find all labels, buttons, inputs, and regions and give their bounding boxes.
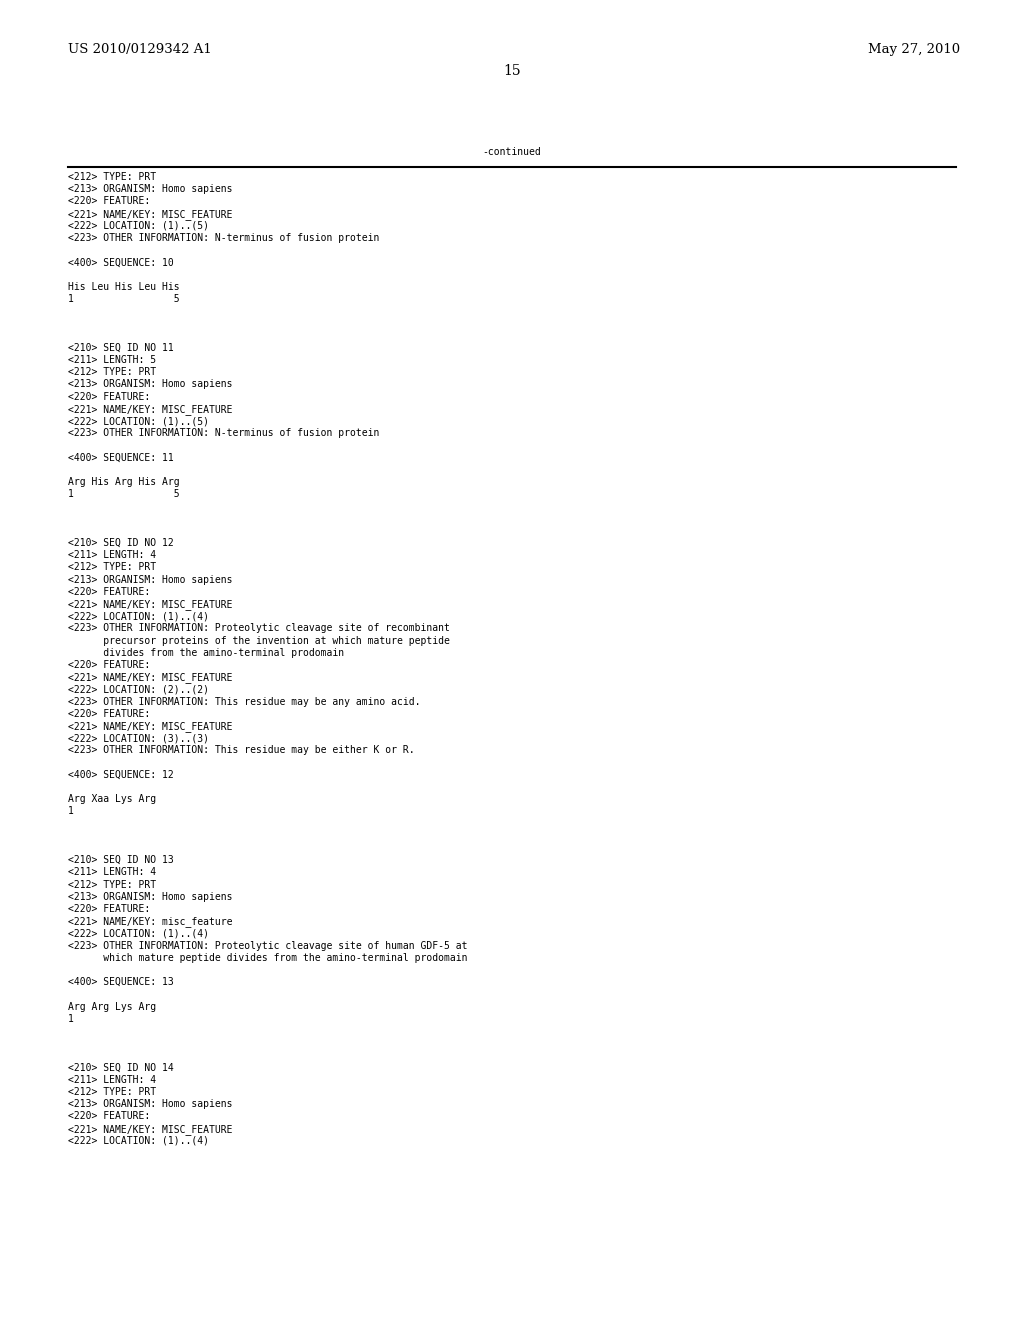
Text: divides from the amino-terminal prodomain: divides from the amino-terminal prodomai… xyxy=(68,648,344,657)
Text: <222> LOCATION: (1)..(4): <222> LOCATION: (1)..(4) xyxy=(68,611,209,622)
Text: <220> FEATURE:: <220> FEATURE: xyxy=(68,392,151,401)
Text: <221> NAME/KEY: MISC_FEATURE: <221> NAME/KEY: MISC_FEATURE xyxy=(68,672,232,684)
Text: <211> LENGTH: 4: <211> LENGTH: 4 xyxy=(68,1074,156,1085)
Text: <222> LOCATION: (1)..(4): <222> LOCATION: (1)..(4) xyxy=(68,928,209,939)
Text: <222> LOCATION: (2)..(2): <222> LOCATION: (2)..(2) xyxy=(68,684,209,694)
Text: <220> FEATURE:: <220> FEATURE: xyxy=(68,197,151,206)
Text: <213> ORGANISM: Homo sapiens: <213> ORGANISM: Homo sapiens xyxy=(68,379,232,389)
Text: <212> TYPE: PRT: <212> TYPE: PRT xyxy=(68,172,156,182)
Text: <212> TYPE: PRT: <212> TYPE: PRT xyxy=(68,879,156,890)
Text: <223> OTHER INFORMATION: Proteolytic cleavage site of recombinant: <223> OTHER INFORMATION: Proteolytic cle… xyxy=(68,623,450,634)
Text: <210> SEQ ID NO 14: <210> SEQ ID NO 14 xyxy=(68,1063,174,1073)
Text: <210> SEQ ID NO 12: <210> SEQ ID NO 12 xyxy=(68,539,174,548)
Text: -continued: -continued xyxy=(482,147,542,157)
Text: <400> SEQUENCE: 10: <400> SEQUENCE: 10 xyxy=(68,257,174,268)
Text: precursor proteins of the invention at which mature peptide: precursor proteins of the invention at w… xyxy=(68,636,450,645)
Text: <221> NAME/KEY: MISC_FEATURE: <221> NAME/KEY: MISC_FEATURE xyxy=(68,599,232,610)
Text: <210> SEQ ID NO 13: <210> SEQ ID NO 13 xyxy=(68,855,174,865)
Text: <222> LOCATION: (1)..(4): <222> LOCATION: (1)..(4) xyxy=(68,1135,209,1146)
Text: <223> OTHER INFORMATION: N-terminus of fusion protein: <223> OTHER INFORMATION: N-terminus of f… xyxy=(68,428,379,438)
Text: <223> OTHER INFORMATION: Proteolytic cleavage site of human GDF-5 at: <223> OTHER INFORMATION: Proteolytic cle… xyxy=(68,941,468,950)
Text: <212> TYPE: PRT: <212> TYPE: PRT xyxy=(68,367,156,378)
Text: 1: 1 xyxy=(68,1014,74,1024)
Text: 1                 5: 1 5 xyxy=(68,294,179,304)
Text: <211> LENGTH: 4: <211> LENGTH: 4 xyxy=(68,550,156,560)
Text: Arg Arg Lys Arg: Arg Arg Lys Arg xyxy=(68,1002,156,1011)
Text: <223> OTHER INFORMATION: This residue may be any amino acid.: <223> OTHER INFORMATION: This residue ma… xyxy=(68,697,421,706)
Text: <211> LENGTH: 4: <211> LENGTH: 4 xyxy=(68,867,156,878)
Text: <221> NAME/KEY: misc_feature: <221> NAME/KEY: misc_feature xyxy=(68,916,232,927)
Text: <220> FEATURE:: <220> FEATURE: xyxy=(68,904,151,913)
Text: 1: 1 xyxy=(68,807,74,816)
Text: which mature peptide divides from the amino-terminal prodomain: which mature peptide divides from the am… xyxy=(68,953,468,962)
Text: <221> NAME/KEY: MISC_FEATURE: <221> NAME/KEY: MISC_FEATURE xyxy=(68,404,232,414)
Text: <211> LENGTH: 5: <211> LENGTH: 5 xyxy=(68,355,156,366)
Text: His Leu His Leu His: His Leu His Leu His xyxy=(68,281,179,292)
Text: <222> LOCATION: (3)..(3): <222> LOCATION: (3)..(3) xyxy=(68,733,209,743)
Text: 15: 15 xyxy=(503,63,521,78)
Text: <210> SEQ ID NO 11: <210> SEQ ID NO 11 xyxy=(68,343,174,352)
Text: <220> FEATURE:: <220> FEATURE: xyxy=(68,587,151,597)
Text: <213> ORGANISM: Homo sapiens: <213> ORGANISM: Homo sapiens xyxy=(68,1100,232,1109)
Text: <220> FEATURE:: <220> FEATURE: xyxy=(68,660,151,671)
Text: <223> OTHER INFORMATION: N-terminus of fusion protein: <223> OTHER INFORMATION: N-terminus of f… xyxy=(68,234,379,243)
Text: Arg Xaa Lys Arg: Arg Xaa Lys Arg xyxy=(68,795,156,804)
Text: <213> ORGANISM: Homo sapiens: <213> ORGANISM: Homo sapiens xyxy=(68,574,232,585)
Text: <221> NAME/KEY: MISC_FEATURE: <221> NAME/KEY: MISC_FEATURE xyxy=(68,721,232,731)
Text: <222> LOCATION: (1)..(5): <222> LOCATION: (1)..(5) xyxy=(68,416,209,426)
Text: <222> LOCATION: (1)..(5): <222> LOCATION: (1)..(5) xyxy=(68,220,209,231)
Text: May 27, 2010: May 27, 2010 xyxy=(868,44,961,55)
Text: <220> FEATURE:: <220> FEATURE: xyxy=(68,709,151,719)
Text: Arg His Arg His Arg: Arg His Arg His Arg xyxy=(68,477,179,487)
Text: <212> TYPE: PRT: <212> TYPE: PRT xyxy=(68,562,156,573)
Text: <400> SEQUENCE: 13: <400> SEQUENCE: 13 xyxy=(68,977,174,987)
Text: 1                 5: 1 5 xyxy=(68,490,179,499)
Text: <220> FEATURE:: <220> FEATURE: xyxy=(68,1111,151,1122)
Text: <400> SEQUENCE: 12: <400> SEQUENCE: 12 xyxy=(68,770,174,780)
Text: <212> TYPE: PRT: <212> TYPE: PRT xyxy=(68,1086,156,1097)
Text: <221> NAME/KEY: MISC_FEATURE: <221> NAME/KEY: MISC_FEATURE xyxy=(68,209,232,219)
Text: <213> ORGANISM: Homo sapiens: <213> ORGANISM: Homo sapiens xyxy=(68,185,232,194)
Text: <223> OTHER INFORMATION: This residue may be either K or R.: <223> OTHER INFORMATION: This residue ma… xyxy=(68,746,415,755)
Text: <213> ORGANISM: Homo sapiens: <213> ORGANISM: Homo sapiens xyxy=(68,892,232,902)
Text: <221> NAME/KEY: MISC_FEATURE: <221> NAME/KEY: MISC_FEATURE xyxy=(68,1123,232,1134)
Text: <400> SEQUENCE: 11: <400> SEQUENCE: 11 xyxy=(68,453,174,462)
Text: US 2010/0129342 A1: US 2010/0129342 A1 xyxy=(68,44,212,55)
